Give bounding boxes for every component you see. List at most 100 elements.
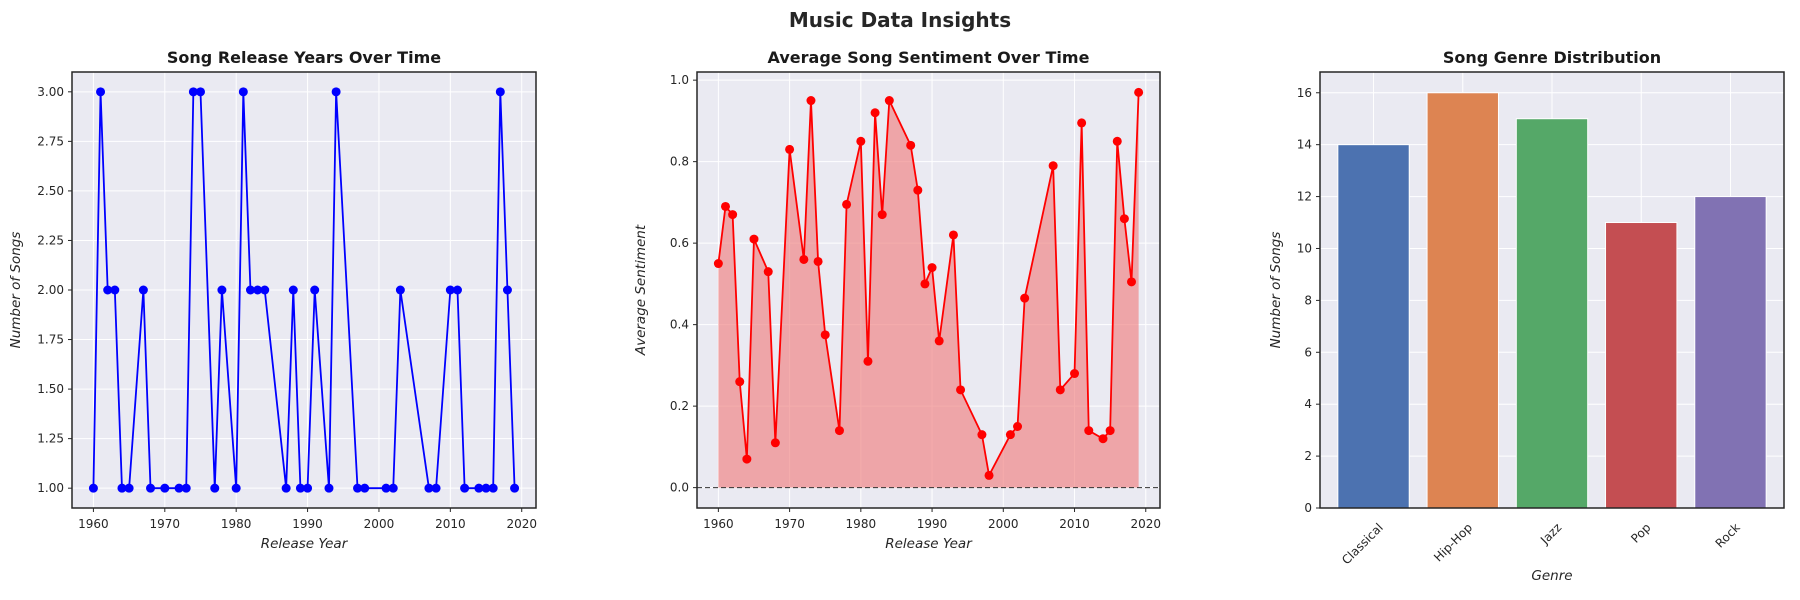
data-point <box>863 356 873 366</box>
y-tick-label: 6 <box>1304 345 1312 359</box>
data-point <box>331 87 341 97</box>
data-point <box>1048 161 1058 171</box>
x-tick-label: 1990 <box>917 517 948 531</box>
data-point <box>295 483 305 493</box>
sentiment-area <box>718 92 1139 488</box>
data-point <box>195 87 205 97</box>
data-point <box>188 87 198 97</box>
data-point <box>728 210 738 220</box>
y-tick-label: 2.75 <box>37 134 64 148</box>
data-point <box>217 285 227 295</box>
x-axis-label: Release Year <box>885 536 973 552</box>
data-point <box>424 483 434 493</box>
data-point <box>324 483 334 493</box>
y-tick-label: 12 <box>1297 190 1312 204</box>
data-point <box>948 230 958 240</box>
x-tick-label: 2020 <box>506 517 537 531</box>
data-point <box>381 483 391 493</box>
data-point <box>927 263 937 273</box>
release-years-chart: 1960 1970 1980 1990 2000 2010 2020 Release Year… <box>8 48 537 552</box>
data-point <box>210 483 220 493</box>
x-tick-label: 1970 <box>150 517 181 531</box>
data-point <box>495 87 505 97</box>
data-point <box>1134 87 1144 97</box>
data-point <box>103 285 113 295</box>
data-point <box>920 279 930 289</box>
data-point <box>956 385 966 395</box>
data-point <box>906 140 916 150</box>
data-point <box>253 285 263 295</box>
data-point <box>1105 426 1115 436</box>
data-point <box>238 87 248 97</box>
x-tick-label: 1980 <box>846 517 877 531</box>
bar-rock <box>1694 196 1767 509</box>
x-tick-label: 2000 <box>988 517 1019 531</box>
data-point <box>388 483 398 493</box>
x-axis-label: Release Year <box>261 536 349 552</box>
data-point <box>1055 385 1065 395</box>
data-point <box>1070 369 1080 379</box>
genre-chart: Classical Hip-Hop Jazz Pop Rock Genre 0 2 4 6 8 10 1… <box>1268 48 1785 584</box>
x-tick-label: Classical <box>1339 520 1386 567</box>
data-point <box>1013 422 1023 432</box>
y-tick-label: 8 <box>1304 293 1312 307</box>
chart-title: Average Song Sentiment Over Time <box>768 48 1090 67</box>
y-tick-label: 16 <box>1297 86 1312 100</box>
y-tick-label: 4 <box>1304 397 1312 411</box>
data-point <box>288 285 298 295</box>
y-tick-label: 1.25 <box>37 432 64 446</box>
data-point <box>842 199 852 209</box>
data-point <box>1077 118 1087 128</box>
x-tick-label: 2010 <box>435 517 466 531</box>
data-point <box>395 285 405 295</box>
data-point <box>763 267 773 277</box>
data-point <box>884 96 894 106</box>
y-tick-label: 0.6 <box>670 236 689 250</box>
data-point <box>146 483 156 493</box>
data-point <box>474 483 484 493</box>
bar-classical <box>1337 144 1410 509</box>
data-point <box>785 144 795 154</box>
y-tick-label: 0 <box>1304 501 1312 515</box>
data-point <box>934 336 944 346</box>
x-tick-label: 2020 <box>1130 517 1161 531</box>
data-point <box>174 483 184 493</box>
data-point <box>460 483 470 493</box>
bar-hip-hop <box>1426 92 1499 509</box>
data-point <box>870 108 880 118</box>
data-point <box>281 483 291 493</box>
data-point <box>713 259 723 269</box>
y-tick-label: 2.25 <box>37 233 64 247</box>
data-point <box>88 483 98 493</box>
y-axis-label: Number of Songs <box>8 232 24 349</box>
data-point <box>117 483 127 493</box>
bar-pop <box>1605 222 1678 509</box>
data-point <box>1005 430 1015 440</box>
data-point <box>770 438 780 448</box>
data-point <box>877 210 887 220</box>
data-point <box>110 285 120 295</box>
data-point <box>1119 214 1129 224</box>
x-tick-label: Jazz <box>1537 520 1564 547</box>
y-tick-label: 1.75 <box>37 333 64 347</box>
y-tick-label: 0.4 <box>670 318 689 332</box>
data-point <box>96 87 106 97</box>
data-point <box>1020 293 1030 303</box>
data-point <box>445 285 455 295</box>
y-tick-label: 0.0 <box>670 481 689 495</box>
x-tick-label: 1960 <box>703 517 734 531</box>
chart-title: Song Genre Distribution <box>1443 48 1661 67</box>
data-point <box>834 426 844 436</box>
y-axis-label: Number of Songs <box>1268 232 1284 349</box>
x-tick-label: 1970 <box>774 517 805 531</box>
x-tick-label: 1980 <box>221 517 252 531</box>
data-point <box>913 185 923 195</box>
data-point <box>977 430 987 440</box>
data-point <box>138 285 148 295</box>
data-point <box>124 483 134 493</box>
data-point <box>813 256 823 266</box>
bar-jazz <box>1515 118 1589 509</box>
y-tick-label: 1.00 <box>37 481 64 495</box>
data-point <box>1127 277 1137 287</box>
